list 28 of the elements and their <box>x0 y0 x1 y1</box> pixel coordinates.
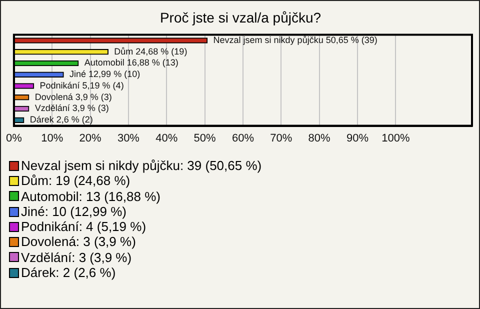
data-label: Nevzal jsem si nikdy půjčku 50,65 % (39) <box>213 34 378 45</box>
data-label: Jiné 12,99 % (10) <box>70 69 140 80</box>
x-tick-label: 80% <box>308 132 331 144</box>
data-label: Dárek 2,6 % (2) <box>30 114 93 125</box>
text: Podnikání: 4 (5,19 %) <box>21 219 146 234</box>
text: Dům: 19 (24,68 %) <box>21 173 130 189</box>
x-tick-label: 90% <box>346 132 369 144</box>
x-tick-label: 60% <box>232 132 254 144</box>
data-label: Dovolená 3,9 % (3) <box>34 92 112 102</box>
chart-title: Proč jste si vzal/a půjčku? <box>160 9 322 26</box>
x-tick-label: 70% <box>270 132 292 144</box>
text: Automobil: 13 (16,88 %) <box>21 188 160 204</box>
text: Jiné: 10 (12,99 %) <box>21 204 127 220</box>
x-tick-label: 50% <box>194 132 216 144</box>
text: Dovolená: 3 (3,9 %) <box>21 234 136 250</box>
text: Nevzal jsem si nikdy půjčku: 39 (50,65 %) <box>21 158 262 174</box>
x-tick-label: 100% <box>382 132 410 144</box>
x-tick-label: 30% <box>117 132 140 144</box>
x-tick-label: 20% <box>79 132 102 144</box>
x-tick-label: 10% <box>41 132 64 144</box>
x-tick-label: 0% <box>6 132 22 144</box>
x-tick-label: 40% <box>156 132 178 144</box>
data-label: Podnikání 5,19 % (4) <box>40 80 124 90</box>
text: Dárek: 2 (2,6 %) <box>21 265 116 280</box>
data-label: Vzdělání 3,9 % (3) <box>34 103 109 114</box>
data-label: Dům 24,68 % (19) <box>114 46 188 56</box>
text: Vzdělání: 3 (3,9 %) <box>21 250 132 266</box>
data-label: Automobil 16,88 % (13) <box>84 58 178 68</box>
